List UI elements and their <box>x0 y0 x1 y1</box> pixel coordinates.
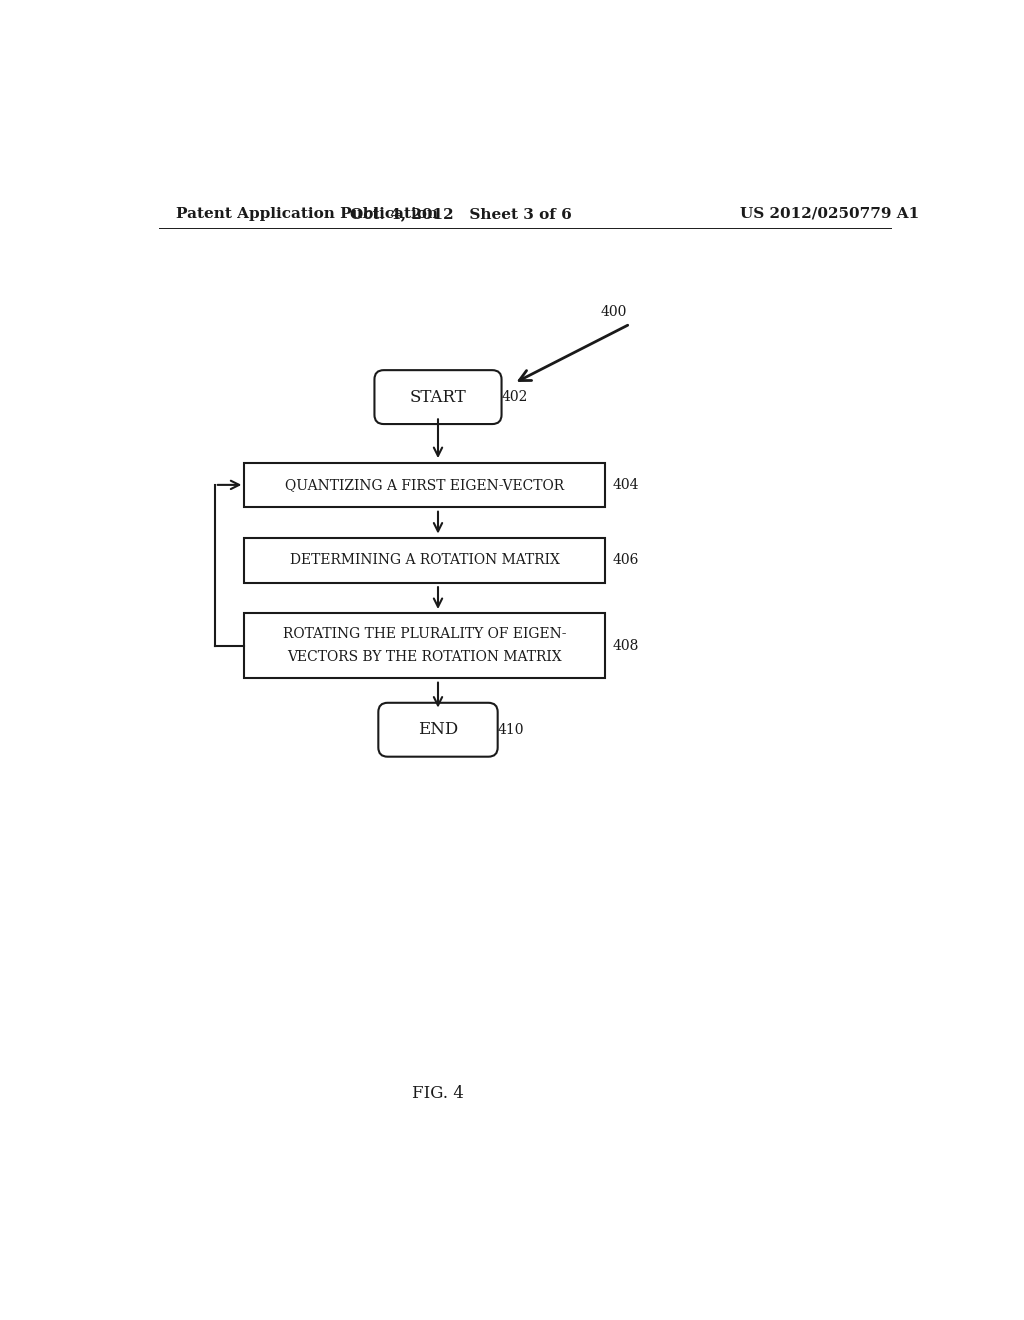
Text: DETERMINING A ROTATION MATRIX: DETERMINING A ROTATION MATRIX <box>290 553 559 568</box>
Text: Oct. 4, 2012   Sheet 3 of 6: Oct. 4, 2012 Sheet 3 of 6 <box>350 207 572 220</box>
Text: 410: 410 <box>498 723 524 737</box>
Text: 406: 406 <box>612 553 639 568</box>
Text: US 2012/0250779 A1: US 2012/0250779 A1 <box>740 207 920 220</box>
Bar <box>245 462 604 507</box>
Text: 402: 402 <box>502 391 528 404</box>
Text: QUANTIZING A FIRST EIGEN-VECTOR: QUANTIZING A FIRST EIGEN-VECTOR <box>285 478 564 492</box>
Bar <box>245 539 604 582</box>
Text: 408: 408 <box>612 639 639 653</box>
Text: ROTATING THE PLURALITY OF EIGEN-
VECTORS BY THE ROTATION MATRIX: ROTATING THE PLURALITY OF EIGEN- VECTORS… <box>283 627 566 664</box>
Text: Patent Application Publication: Patent Application Publication <box>176 207 438 220</box>
Text: 404: 404 <box>612 478 639 492</box>
Text: FIG. 4: FIG. 4 <box>412 1085 464 1102</box>
Text: END: END <box>418 721 458 738</box>
Text: 400: 400 <box>601 305 627 319</box>
Text: START: START <box>410 388 466 405</box>
Bar <box>245 614 604 678</box>
